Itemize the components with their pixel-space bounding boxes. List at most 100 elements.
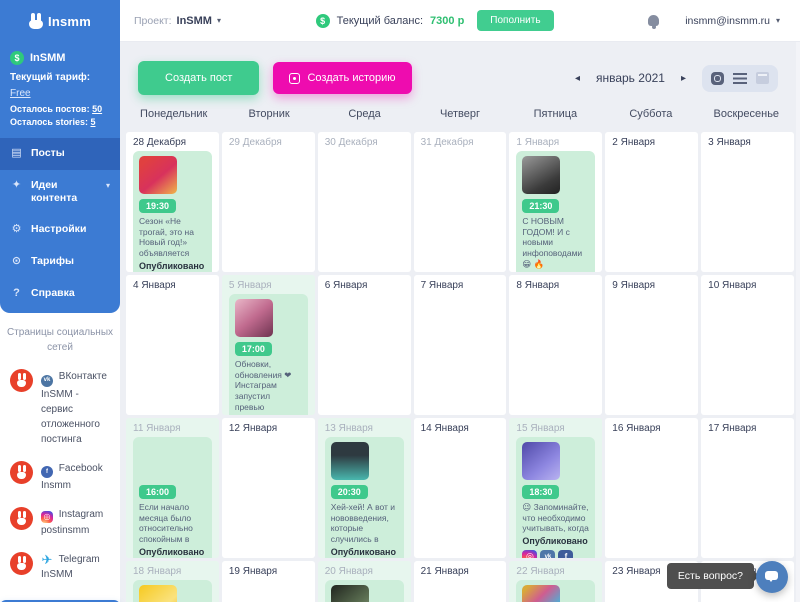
calendar-cell[interactable]: 29 Декабря <box>221 132 315 272</box>
calendar-cell[interactable]: 7 Января <box>413 275 507 415</box>
cell-date: 15 Января <box>516 423 565 434</box>
sidebar-item-settings[interactable]: ⚙ Настройки <box>0 214 120 246</box>
post-card[interactable]: 17:00 Обновки, обновления ❤ Инстаграм зап… <box>228 294 308 415</box>
create-story-button[interactable]: Создать историю <box>273 62 412 94</box>
social-page-instagram[interactable]: ◎ Instagram postinsmm <box>10 507 110 538</box>
sidebar-item-ideas[interactable]: ✦ Идеи контента ▾ <box>0 170 120 214</box>
calendar-cell[interactable]: 5 Января 17:00 Обновки, обновления ❤ Инста… <box>221 275 315 415</box>
stories-left-value[interactable]: 5 <box>90 117 96 127</box>
cell-date: 13 Января <box>324 423 373 434</box>
post-card[interactable] <box>133 580 212 602</box>
post-text: Хей-хей! А вот и нововведения, которые с… <box>330 502 396 544</box>
weekday-header: Среда <box>348 108 381 120</box>
sidebar-item-help[interactable]: ? Справка <box>0 278 120 310</box>
add-profile-button[interactable]: Добавить профиль <box>0 600 120 602</box>
calendar-cell[interactable]: 16 Января <box>605 418 699 558</box>
post-card[interactable]: 18:30 😉 Запоминайте, что необходимо учиты… <box>516 437 596 558</box>
profile-avatar <box>10 460 33 484</box>
social-page-label: vk ВКонтакте InSMM - сервис отложенного … <box>41 371 107 445</box>
social-page-facebook[interactable]: f Facebook Insmm <box>10 460 110 494</box>
project-selector[interactable]: Проект: InSMM ▾ <box>134 15 221 27</box>
create-post-button[interactable]: Создать пост <box>138 61 260 95</box>
calendar-cell[interactable]: 2 Января <box>605 132 699 272</box>
calendar-cell[interactable]: 14 Января <box>413 418 507 558</box>
page-scrollbar[interactable] <box>796 42 800 602</box>
posts-left-value[interactable]: 50 <box>92 104 103 114</box>
prev-month-button[interactable]: ◂ <box>574 72 580 84</box>
profile-avatar <box>10 552 33 576</box>
calendar-cell[interactable]: 28 Декабря 19:30 Сезон «Не трогай, это на … <box>126 132 219 272</box>
calendar-cell[interactable]: 21 Января <box>413 561 507 602</box>
calendar-cell[interactable]: 13 Января 20:30 Хей-хей! А вот и нововведе… <box>317 418 411 558</box>
instagram-icon: ◎ <box>522 549 538 558</box>
posts-left: Осталось постов: 50 <box>10 104 103 114</box>
calendar-cell[interactable]: 18 Января <box>126 561 219 602</box>
calendar-cell[interactable]: 3 Января <box>701 132 794 272</box>
calendar-cell[interactable]: 8 Января <box>509 275 603 415</box>
sidebar-item-label: Справка <box>31 286 75 299</box>
calendar-cell[interactable]: 11 Января 16:00 Если начало месяца было от… <box>126 418 219 558</box>
post-card[interactable]: 20:30 Хей-хей! А вот и нововведения, кото… <box>324 437 404 558</box>
vk-icon: vk <box>540 549 556 558</box>
social-page-telegram[interactable]: ✈ Telegram InSMM <box>10 552 110 582</box>
current-month-label: январь 2021 <box>595 71 665 85</box>
post-time-badge: 21:30 <box>522 199 560 213</box>
calendar-cell[interactable]: 6 Января <box>317 275 411 415</box>
social-page-vk[interactable]: vk ВКонтакте InSMM - сервис отложенного … <box>10 369 110 447</box>
calendar-cell[interactable]: 10 Января <box>701 275 794 415</box>
calendar-cell[interactable]: 1 Января 21:30 С НОВЫМ ГОДОМ! И с новыми и… <box>509 132 603 272</box>
calendar-cell[interactable]: 31 Декабря <box>413 132 507 272</box>
post-card[interactable]: 21:30 С НОВЫМ ГОДОМ! И с новыми инфоповод… <box>516 151 596 272</box>
account-email: insmm@insmm.ru <box>685 14 770 27</box>
post-card[interactable] <box>324 580 404 602</box>
grid-view-icon[interactable] <box>711 71 724 85</box>
tariffs-icon: ⊙ <box>11 254 22 267</box>
app-logo[interactable]: Insmm <box>0 0 120 42</box>
project-value: InSMM <box>176 14 212 27</box>
coin-icon: $ <box>10 51 24 65</box>
calendar-cell[interactable]: 15 Января 18:30 😉 Запоминайте, что необход… <box>509 418 603 558</box>
account-menu[interactable]: insmm@insmm.ru ▾ <box>685 15 780 27</box>
sidebar-item-posts[interactable]: ▤ Посты <box>0 138 120 170</box>
help-icon: ? <box>13 286 20 299</box>
calendar-cell[interactable]: 17 Января <box>701 418 794 558</box>
topup-button[interactable]: Пополнить <box>477 10 554 31</box>
calendar-cell[interactable]: 30 Декабря <box>317 132 411 272</box>
next-month-button[interactable]: ▸ <box>680 72 686 84</box>
chat-button[interactable] <box>756 561 788 593</box>
calendar-cell[interactable]: 12 Января <box>221 418 315 558</box>
calendar-cell[interactable]: 19 Января <box>221 561 315 602</box>
post-time-badge: 20:30 <box>330 485 368 499</box>
calendar-cell[interactable]: 20 Января <box>317 561 411 602</box>
cell-date: 16 Января <box>612 423 661 434</box>
calendar-cell[interactable]: 9 Января <box>605 275 699 415</box>
weekday-header: Суббота <box>629 108 673 120</box>
list-view-icon[interactable] <box>733 72 747 84</box>
cell-date: 17 Января <box>708 423 757 434</box>
post-card[interactable] <box>516 580 596 602</box>
sidebar-item-tariffs[interactable]: ⊙ Тарифы <box>0 246 120 278</box>
cell-date: 29 Декабря <box>228 137 282 148</box>
social-page-label: ◎ Instagram postinsmm <box>41 509 104 537</box>
weekday-header: Понедельник <box>140 108 208 120</box>
calendar-cell[interactable]: 22 Января <box>509 561 603 602</box>
account-name: InSMM <box>30 52 66 64</box>
bunny-logo-icon <box>29 13 44 29</box>
cell-date: 8 Января <box>516 280 560 291</box>
post-text: С НОВЫМ ГОДОМ! И с новыми инфоповодами 😁… <box>522 216 583 269</box>
bell-icon[interactable] <box>648 15 660 26</box>
post-thumbnail <box>522 585 561 602</box>
weekday-header-row: Понедельник Вторник Среда Четверг Пятница Суб… <box>126 108 794 130</box>
ideas-icon: ✦ <box>11 178 22 191</box>
calendar-view-icon[interactable] <box>756 72 769 84</box>
balance-value: 7300 р <box>430 14 465 27</box>
posts-icon: ▤ <box>11 147 22 159</box>
post-thumbnail <box>139 585 177 602</box>
cell-date: 11 Января <box>133 423 181 434</box>
instagram-icon: ◎ <box>41 511 53 524</box>
post-card[interactable]: 19:30 Сезон «Не трогай, это на Новый год!… <box>133 151 212 272</box>
post-card[interactable]: 16:00 Если начало месяца было относительн… <box>133 437 212 558</box>
facebook-icon: f <box>41 466 53 479</box>
calendar-cell[interactable]: 4 Января <box>126 275 219 415</box>
tariff-link[interactable]: Free <box>10 88 31 99</box>
